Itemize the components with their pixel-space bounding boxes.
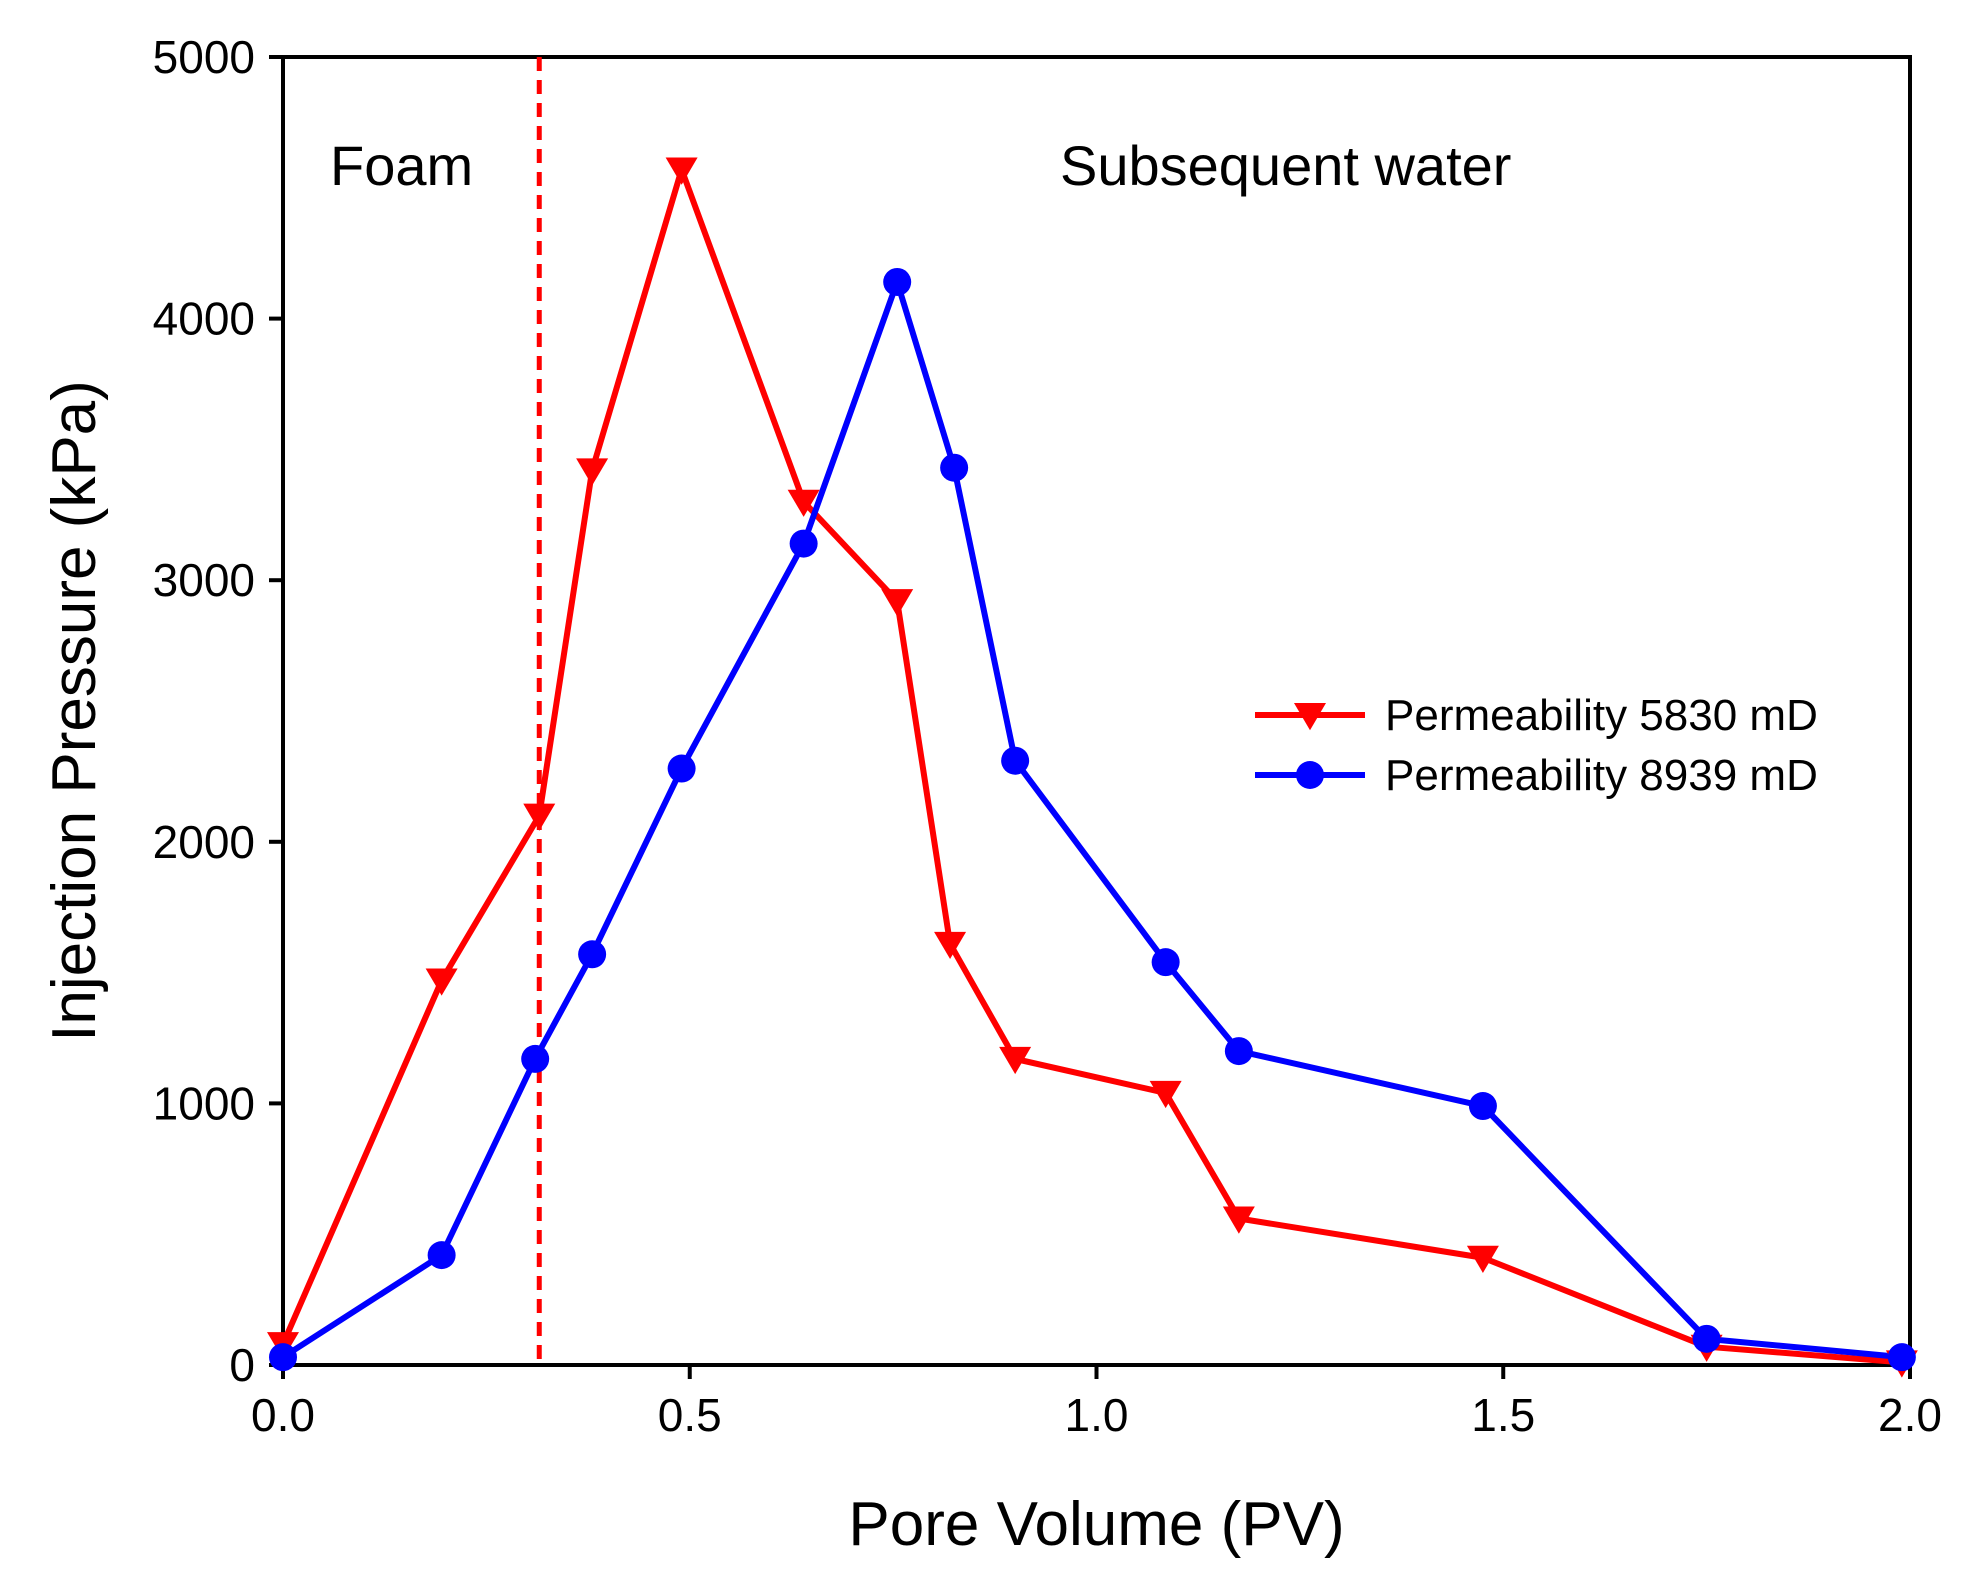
y-tick-label: 4000 — [153, 293, 255, 345]
legend-item-permeability-5830: Permeability 5830 mD — [1255, 691, 1818, 740]
data-point-triangle — [999, 1046, 1032, 1075]
data-point-circle — [427, 1241, 456, 1270]
data-point-triangle — [425, 968, 458, 996]
data-point-triangle — [881, 589, 914, 617]
y-tick-label: 2000 — [153, 816, 255, 868]
series-line-0 — [280, 166, 1903, 1366]
y-axis-title: Injection Pressure (kPa) — [40, 380, 109, 1042]
series-line-1 — [281, 278, 1903, 1361]
legend-label: Permeability 5830 mD — [1385, 691, 1818, 740]
data-point-circle — [1224, 1037, 1253, 1066]
series-markers — [267, 157, 1918, 1378]
data-point-circle — [789, 529, 818, 558]
data-point-triangle — [665, 157, 698, 185]
data-point-triangle — [523, 803, 556, 831]
x-axis-title: Pore Volume (PV) — [848, 1490, 1344, 1559]
data-point-triangle — [934, 931, 967, 960]
data-point-triangle — [787, 489, 820, 517]
foam-annotation: Foam — [330, 134, 473, 197]
data-point-circle — [521, 1044, 550, 1073]
data-point-triangle — [1149, 1080, 1182, 1109]
data-point-circle — [667, 754, 696, 783]
y-tick-label: 0 — [229, 1339, 255, 1391]
legend-marker-triangle-down — [1294, 703, 1326, 731]
y-tick-label: 5000 — [153, 31, 255, 83]
x-tick-label: 0.0 — [251, 1389, 315, 1441]
legend-label: Permeability 8939 mD — [1385, 751, 1818, 800]
data-point-circle — [1468, 1092, 1497, 1121]
legend: Permeability 5830 mD Permeability 8939 m… — [1255, 691, 1818, 800]
y-tick-label: 1000 — [153, 1077, 255, 1129]
data-point-circle — [940, 453, 969, 482]
y-tick-label: 3000 — [153, 554, 255, 606]
data-point-circle — [1692, 1324, 1721, 1353]
data-point-triangle — [1466, 1245, 1499, 1273]
data-point-circle — [883, 267, 912, 296]
subsequent-water-annotation: Subsequent water — [1060, 134, 1511, 197]
data-point-triangle — [1222, 1206, 1255, 1234]
data-point-circle — [269, 1343, 297, 1372]
x-tick-label: 0.5 — [658, 1389, 722, 1441]
x-tick-label: 1.0 — [1065, 1389, 1129, 1441]
data-point-circle — [578, 940, 607, 969]
data-point-triangle — [576, 458, 609, 486]
data-point-circle — [1001, 746, 1030, 775]
data-point-circle — [1887, 1343, 1916, 1372]
legend-marker-circle — [1296, 761, 1324, 789]
legend-item-permeability-8939: Permeability 8939 mD — [1255, 751, 1818, 800]
series-lines — [280, 166, 1903, 1366]
x-tick-label: 2.0 — [1878, 1389, 1942, 1441]
axis-ticks: 0.0 0.5 1.0 1.5 2.0 0 1000 2000 3000 4000 5000 — [153, 31, 1942, 1441]
x-tick-label: 1.5 — [1471, 1389, 1535, 1441]
data-point-circle — [1151, 948, 1180, 977]
